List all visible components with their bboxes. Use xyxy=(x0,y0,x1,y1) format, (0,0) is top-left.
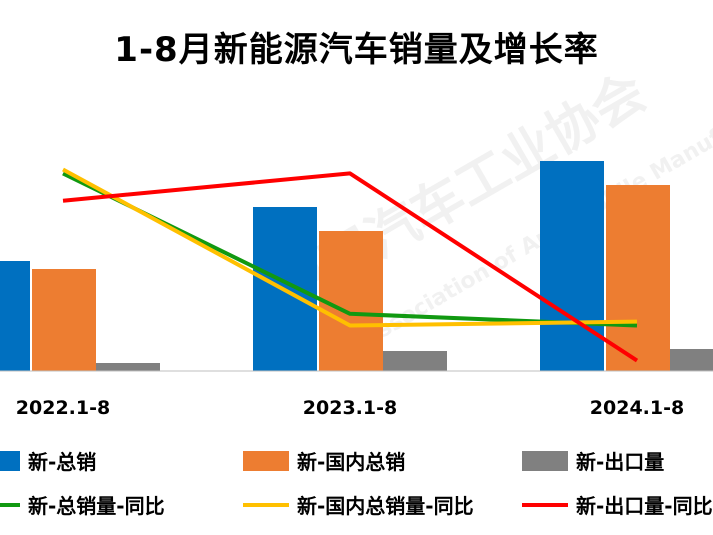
bar-3-1 xyxy=(96,363,160,371)
line-series-3 xyxy=(62,171,639,363)
legend-label: 新-总销 xyxy=(28,450,97,474)
bar-1-3 xyxy=(540,161,604,371)
legend-label: 新-国内总销 xyxy=(297,450,406,474)
legend-item-export: 新-出口量 xyxy=(522,446,664,475)
legend-swatch xyxy=(522,450,568,471)
legend-swatch xyxy=(243,502,289,507)
legend-label: 新-出口量-同比 xyxy=(576,494,713,518)
bar-2-2 xyxy=(319,231,383,371)
legend-item-export-yoy: 新-出口量-同比 xyxy=(522,490,713,519)
bar-1-1 xyxy=(0,261,30,371)
legend-item-total: 新-总销 xyxy=(0,446,96,475)
legend-swatch xyxy=(522,502,568,507)
x-tick-labels: 2022.1-8 2023.1-8 2024.1-8 xyxy=(16,397,684,419)
legend-label: 新-总销量-同比 xyxy=(28,494,165,518)
legend-swatch xyxy=(243,450,289,471)
legend-item-total-yoy: 新-总销量-同比 xyxy=(0,490,165,519)
bar-3-2 xyxy=(383,351,447,371)
legend-label: 新-国内总销量-同比 xyxy=(297,494,474,518)
legend-swatch xyxy=(0,450,20,471)
legend: 新-总销 新-国内总销 新-出口量 新-总销量-同比 新-国内总销量-同比 新-… xyxy=(0,440,713,535)
bar-2-1 xyxy=(32,269,96,371)
lines-layer xyxy=(62,167,639,363)
line-series-2 xyxy=(62,167,638,328)
x-tick-label: 2022.1-8 xyxy=(16,397,110,419)
chart-title: 1-8月新能源汽车销量及增长率 xyxy=(114,30,599,70)
legend-swatch xyxy=(0,502,20,507)
x-tick-label: 2024.1-8 xyxy=(590,397,684,419)
bar-3-3 xyxy=(670,349,713,371)
legend-item-domestic-yoy: 新-国内总销量-同比 xyxy=(243,490,474,519)
legend-item-domestic: 新-国内总销 xyxy=(243,446,405,475)
x-tick-label: 2023.1-8 xyxy=(303,397,397,419)
bars-layer xyxy=(0,161,713,371)
legend-label: 新-出口量 xyxy=(576,450,665,474)
bar-2-3 xyxy=(606,185,670,371)
